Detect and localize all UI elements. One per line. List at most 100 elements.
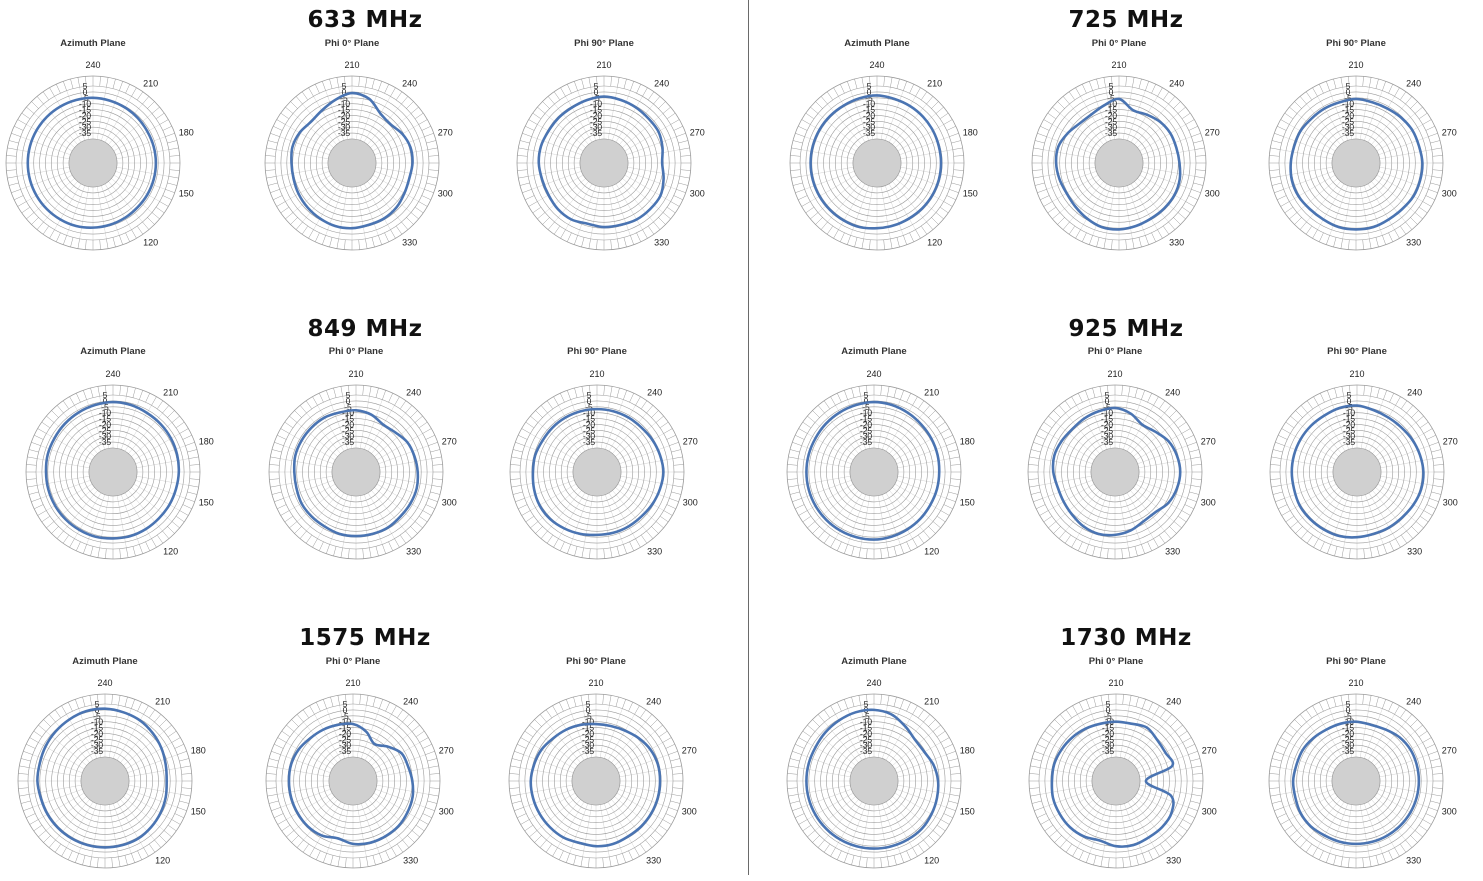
grid-spoke <box>1124 803 1143 854</box>
grid-spoke <box>108 103 143 145</box>
grid-spoke <box>356 804 367 857</box>
radial-tick-label: -15 <box>79 105 92 115</box>
tick-spoke <box>372 855 376 866</box>
tick-spoke <box>407 719 415 727</box>
tick-spoke <box>1129 856 1132 867</box>
tick-spoke <box>1184 504 1194 509</box>
grid-spoke <box>1283 754 1334 773</box>
grid-spoke <box>524 445 575 464</box>
tick-spoke <box>171 737 181 743</box>
tick-spoke <box>1147 541 1152 551</box>
grid-spoke <box>115 136 166 155</box>
tick-spoke <box>953 155 964 157</box>
tick-spoke <box>659 515 669 523</box>
radial-tick-label: -35 <box>860 437 873 447</box>
grid-spoke <box>1342 804 1353 857</box>
grid-spoke <box>1360 396 1371 449</box>
tick-spoke <box>1333 696 1337 707</box>
tick-spoke <box>1394 705 1400 715</box>
tick-spoke <box>1280 737 1290 743</box>
tick-spoke <box>151 538 157 548</box>
angle-tick-label: 300 <box>682 806 697 816</box>
tick-spoke <box>99 239 101 250</box>
angle-tick-label: 210 <box>589 369 604 379</box>
grid-spoke <box>1378 136 1429 155</box>
tick-spoke <box>1333 237 1337 248</box>
tick-spoke <box>926 221 934 230</box>
tick-spoke <box>866 694 868 705</box>
angle-tick-label: 210 <box>1111 60 1126 70</box>
grid-ring <box>298 109 406 217</box>
tick-spoke <box>1425 195 1435 200</box>
tick-spoke <box>267 765 278 768</box>
tick-spoke <box>268 758 279 762</box>
grid-spoke <box>619 784 672 795</box>
grid-spoke <box>1376 124 1423 152</box>
tick-spoke <box>950 773 961 775</box>
tick-spoke <box>1319 850 1324 860</box>
tick-spoke <box>525 126 535 131</box>
tick-spoke <box>169 155 180 157</box>
grid-spoke <box>1368 405 1396 452</box>
grid-spoke <box>544 178 586 213</box>
tick-spoke <box>952 176 963 179</box>
tick-spoke <box>6 169 17 171</box>
tick-spoke <box>1405 221 1413 230</box>
tick-spoke <box>1192 773 1203 775</box>
tick-spoke <box>1399 91 1407 101</box>
grid-ring <box>33 103 153 223</box>
tick-spoke <box>1170 835 1178 843</box>
tick-spoke <box>510 478 521 480</box>
tick-spoke <box>1395 538 1401 548</box>
tick-spoke <box>19 794 30 797</box>
tick-spoke <box>798 737 808 743</box>
angle-tick-label: 240 <box>1165 388 1180 398</box>
tick-spoke <box>931 217 939 225</box>
grid-spoke <box>367 103 402 145</box>
grid-spoke <box>1307 490 1342 532</box>
tick-spoke <box>1341 386 1344 397</box>
tick-spoke <box>38 724 47 732</box>
grid-spoke <box>614 796 656 831</box>
tick-spoke <box>119 235 123 245</box>
tick-spoke <box>1278 504 1288 509</box>
grid-spoke <box>339 804 350 857</box>
tick-spoke <box>1348 76 1350 87</box>
radiation-pattern-trace <box>537 95 665 229</box>
tick-spoke <box>623 237 627 248</box>
tick-spoke <box>528 119 538 125</box>
radiation-pattern-trace <box>1051 406 1182 537</box>
tick-spoke <box>271 449 282 453</box>
tick-spoke <box>650 835 658 843</box>
radiation-pattern-trace <box>44 400 181 540</box>
tick-spoke <box>137 702 142 712</box>
grid-ring <box>565 750 627 812</box>
grid-spoke <box>557 714 585 761</box>
grid-spoke <box>619 103 654 145</box>
tick-spoke <box>1348 239 1350 250</box>
tick-spoke <box>26 813 36 818</box>
grid-ring <box>1320 435 1394 509</box>
tick-spoke <box>414 206 424 214</box>
tick-spoke <box>119 385 121 396</box>
grid-ring <box>63 739 147 823</box>
grid-spoke <box>1046 136 1097 155</box>
tick-spoke <box>1272 449 1283 453</box>
tick-spoke <box>188 485 199 488</box>
grid-spoke <box>371 490 406 532</box>
tick-spoke <box>1138 78 1142 89</box>
tick-spoke <box>1326 699 1330 709</box>
tick-spoke <box>1426 435 1436 440</box>
tick-spoke <box>49 87 55 97</box>
tick-spoke <box>602 857 604 868</box>
tick-spoke <box>642 87 648 97</box>
inner-disc <box>331 447 381 497</box>
grid-spoke <box>1329 185 1348 236</box>
tick-spoke <box>1142 853 1146 863</box>
grid-spoke <box>113 174 160 202</box>
tick-spoke <box>27 485 38 488</box>
grid-ring <box>76 435 150 509</box>
grid-spoke <box>520 784 573 795</box>
inner-disc <box>1331 138 1381 188</box>
grid-ring <box>1062 727 1170 835</box>
